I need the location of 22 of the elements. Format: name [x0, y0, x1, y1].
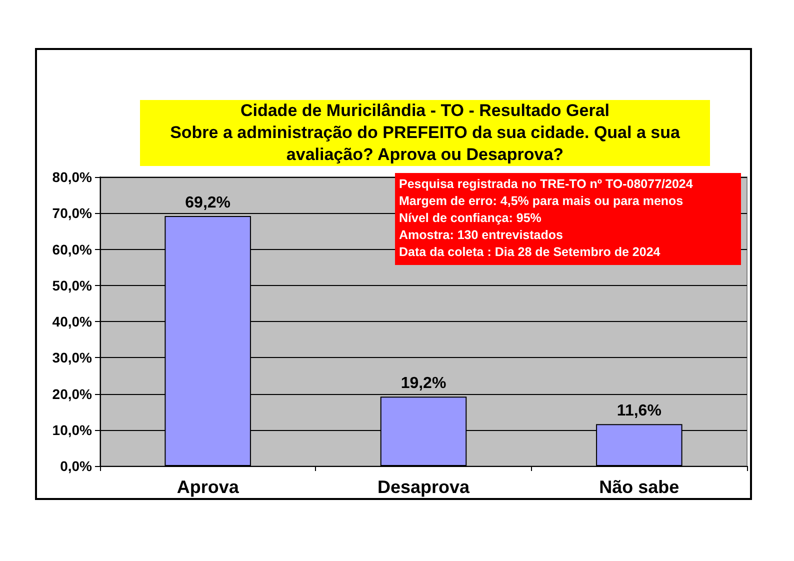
y-tick-label: 80,0%: [52, 169, 93, 185]
data-label: 69,2%: [185, 194, 231, 212]
annotation: Nível de confiança: 95%: [399, 210, 542, 227]
y-tick-label: 40,0%: [52, 314, 93, 330]
data-label: 11,6%: [616, 402, 662, 420]
y-tick-label: 50,0%: [52, 277, 93, 294]
y-tick-label: 0,0%: [60, 458, 93, 474]
y-tick-label: 20,0%: [52, 386, 93, 402]
y-tick-label: 60,0%: [52, 241, 93, 258]
annotation: Margem de erro: 4,5% para mais ou para menos: [399, 193, 684, 210]
data-label: 19,2%: [400, 375, 446, 392]
x-tick-label: Aprova: [176, 477, 240, 497]
annotation: Pesquisa registrada no TRE-TO nº TO-08077/2024: [399, 176, 694, 193]
annotation: Data da coleta : Dia 28 de Setembro de 2024: [399, 244, 662, 261]
y-tick-label: 10,0%: [52, 422, 93, 438]
chart-title: Cidade de Muricilândia - TO - Resultado Geral: [239, 100, 611, 122]
x-tick-label: Desaprova: [377, 477, 471, 497]
annotation: Amostra: 130 entrevistados: [399, 227, 564, 244]
y-tick-label: 70,0%: [52, 205, 93, 222]
x-tick-label: Não sabe: [599, 477, 680, 497]
chart-subtitle: Sobre a administração do PREFEITO da sua cidade. Qual a sua avaliação? Aprova ou Desaprova?: [169, 122, 681, 166]
y-tick-label: 30,0%: [52, 350, 93, 366]
